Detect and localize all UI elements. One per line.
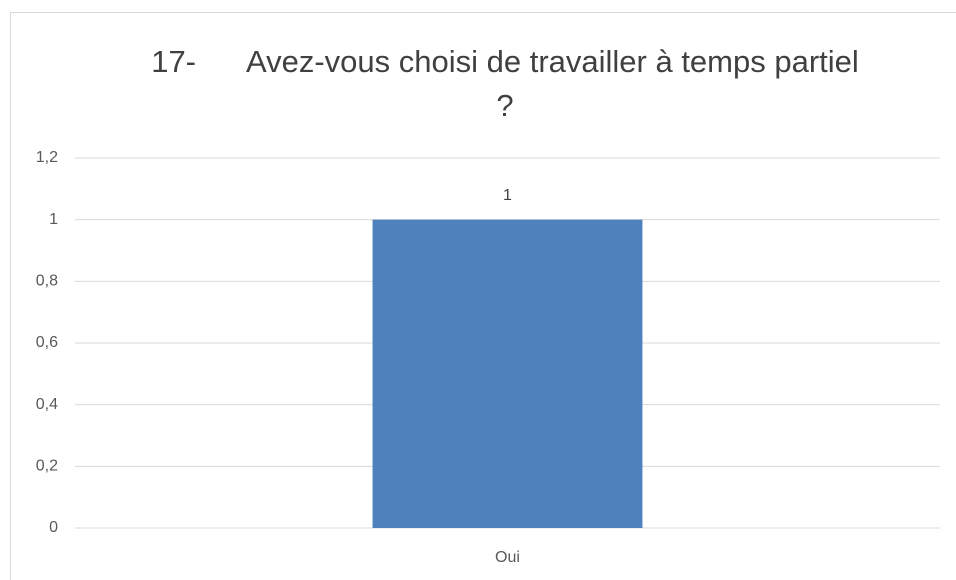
y-tick-label: 0,4 bbox=[36, 396, 58, 413]
chart-title: 17- Avez-vous choisi de travailler à tem… bbox=[151, 44, 868, 123]
y-tick-label: 1 bbox=[49, 211, 58, 228]
x-tick-label: Oui bbox=[495, 549, 520, 566]
y-tick-label: 0,8 bbox=[36, 273, 58, 290]
bar bbox=[372, 219, 643, 528]
y-tick-label: 0 bbox=[49, 519, 58, 536]
y-tick-label: 0,2 bbox=[36, 458, 58, 475]
y-tick-label: 1,2 bbox=[36, 149, 58, 166]
y-tick-label: 0,6 bbox=[36, 334, 58, 351]
data-label: 1 bbox=[503, 187, 512, 204]
chart-border bbox=[10, 12, 956, 580]
